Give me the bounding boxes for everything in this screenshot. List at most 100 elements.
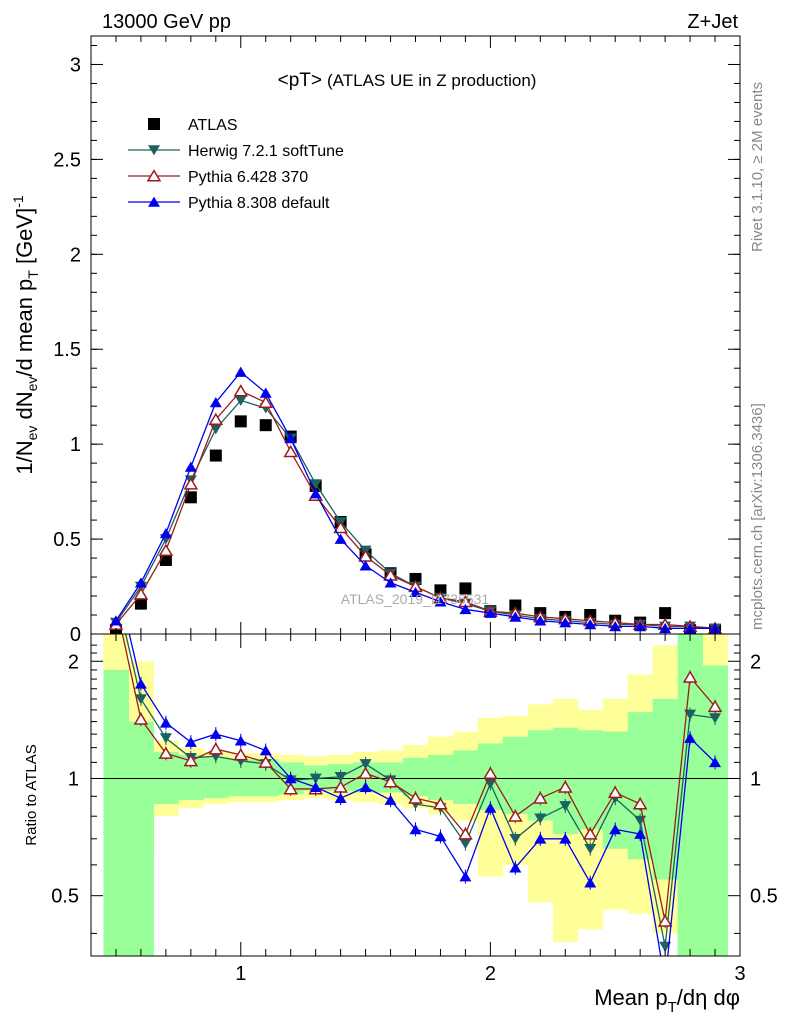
legend-marker (148, 118, 160, 130)
uncertainty-band-inner (403, 757, 429, 797)
ratio-point-pythia-6-428-370 (508, 809, 523, 822)
data-point-pythia-6-428-370 (258, 395, 274, 408)
uncertainty-band-inner (103, 669, 129, 956)
data-point-pythia-6-428-370 (333, 520, 348, 534)
ratio-point-pythia-6-428-370 (433, 797, 448, 810)
ratio-point-herwig-7-2-1-softtune (559, 801, 572, 812)
data-point-pythia-8-308-default (509, 611, 522, 622)
ratio-point-pythia-6-428-370 (458, 827, 473, 840)
ratio-point-pythia-8-308-default (584, 877, 597, 888)
ratio-plot-panel: 0.5 0.5 1 1 2 2 1 2 3 (51, 599, 778, 985)
data-point-pythia-8-308-default (584, 619, 597, 630)
uncertainty-band-inner (153, 751, 179, 804)
ratio-point-pythia-6-428-370 (557, 780, 573, 793)
uncertainty-band-inner (427, 754, 454, 801)
ratio-point-pythia-8-308-default (259, 745, 272, 756)
ratio-point-pythia-8-308-default (509, 862, 522, 873)
data-point-atlas (184, 491, 197, 504)
ratio-y-tick-label: 0.5 (51, 886, 79, 908)
ratio-point-herwig-7-2-1-softtune (159, 733, 172, 744)
ratio-point-pythia-6-428-370 (532, 791, 548, 804)
ratio-point-pythia-6-428-370 (258, 755, 274, 768)
ratio-point-pythia-8-308-default (209, 728, 222, 739)
data-point-pythia-6-428-370 (233, 384, 249, 397)
ratio-point-herwig-7-2-1-softtune (459, 838, 472, 850)
data-point-herwig-7-2-1-softtune (309, 479, 322, 490)
main-y-axis-label: 1/Nev dNev/d mean pT [GeV]-1 (10, 195, 41, 475)
data-point-pythia-8-308-default (309, 488, 322, 499)
data-point-pythia-8-308-default (159, 527, 172, 539)
uncertainty-band-inner (128, 721, 154, 956)
ratio-point-pythia-6-428-370 (707, 699, 723, 713)
data-point-pythia-8-308-default (409, 586, 422, 598)
uncertainty-band-inner (652, 699, 679, 880)
ratio-point-pythia-8-308-default (409, 823, 422, 835)
legend-label: Herwig 7.2.1 softTune (188, 143, 344, 160)
legend-label: ATLAS (188, 117, 238, 134)
x-axis-label: Mean pT/dη dφ (594, 985, 740, 1016)
ratio-point-pythia-6-428-370 (110, 599, 122, 609)
plot-title-main: <pT> (278, 70, 322, 91)
uncertainty-band-inner (452, 750, 479, 804)
legend-marker (148, 196, 160, 207)
data-point-atlas (259, 419, 272, 432)
ratio-y-tick-label-right: 2 (750, 651, 761, 673)
data-point-pythia-8-308-default (234, 366, 247, 377)
data-point-atlas (234, 415, 247, 428)
ratio-point-pythia-6-428-370 (283, 782, 299, 795)
data-point-pythia-8-308-default (434, 596, 447, 607)
ratio-point-pythia-8-308-default (484, 802, 497, 813)
data-point-atlas (509, 599, 522, 612)
ratio-y-axis-label: Ratio to ATLAS (23, 744, 40, 845)
data-point-atlas (134, 597, 147, 610)
ratio-point-pythia-8-308-default (184, 736, 197, 747)
ratio-point-pythia-6-428-370 (358, 766, 373, 780)
ratio-point-pythia-8-308-default (284, 773, 297, 784)
ratio-point-herwig-7-2-1-softtune (534, 813, 547, 824)
ratio-point-pythia-6-428-370 (158, 746, 174, 759)
data-point-pythia-8-308-default (534, 615, 547, 626)
data-point-atlas (659, 607, 672, 620)
ratio-point-pythia-8-308-default (684, 732, 697, 743)
y-tick-label: 0.5 (53, 529, 81, 551)
y-tick-label: 0 (70, 624, 81, 646)
y-tick-label: 2 (70, 244, 81, 266)
ratio-y-tick-label-right: 0.5 (750, 886, 778, 908)
ratio-point-pythia-6-428-370 (383, 775, 398, 788)
plot-title-sub: (ATLAS UE in Z production) (327, 71, 536, 90)
ratio-point-herwig-7-2-1-softtune (334, 771, 347, 783)
data-point-pythia-6-428-370 (183, 477, 199, 490)
y-tick-label: 1.5 (53, 339, 81, 361)
legend-item-pythia-8-308-default: Pythia 8.308 default (128, 195, 330, 212)
data-point-pythia-8-308-default (359, 560, 372, 571)
ratio-point-pythia-6-428-370 (133, 712, 149, 725)
ratio-point-pythia-8-308-default (434, 830, 447, 842)
data-point-pythia-6-428-370 (158, 543, 174, 557)
legend-label: Pythia 8.308 default (188, 195, 330, 212)
ratio-point-herwig-7-2-1-softtune (359, 759, 372, 770)
ratio-point-pythia-6-428-370 (582, 827, 598, 840)
ratio-point-pythia-8-308-default (634, 828, 647, 839)
ratio-point-pythia-8-308-default (709, 756, 722, 768)
x-tick-label: 3 (734, 963, 745, 985)
data-point-pythia-8-308-default (334, 533, 347, 544)
y-tick-label: 1 (70, 434, 81, 456)
ratio-point-herwig-7-2-1-softtune (584, 843, 597, 855)
header-left: 13000 GeV pp (102, 11, 231, 33)
legend-item-herwig-7-2-1-softtune: Herwig 7.2.1 softTune (128, 143, 344, 160)
data-point-pythia-8-308-default (459, 603, 472, 615)
ratio-point-herwig-7-2-1-softtune (309, 773, 322, 784)
ratio-point-herwig-7-2-1-softtune (509, 833, 522, 845)
ratio-point-pythia-8-308-default (609, 823, 622, 835)
data-point-herwig-7-2-1-softtune (234, 395, 247, 406)
rivet-label: Rivet 3.1.10, ≥ 2M events (749, 82, 766, 252)
ratio-series-pythia-6-428-370 (110, 599, 723, 929)
data-point-pythia-8-308-default (209, 396, 222, 408)
ratio-point-pythia-6-428-370 (607, 785, 623, 799)
x-tick-label: 1 (235, 963, 246, 985)
data-point-pythia-8-308-default (484, 607, 497, 618)
ratio-point-herwig-7-2-1-softtune (709, 713, 722, 724)
ratio-series-pythia-8-308-default (128, 634, 722, 956)
ratio-point-pythia-8-308-default (134, 678, 147, 689)
